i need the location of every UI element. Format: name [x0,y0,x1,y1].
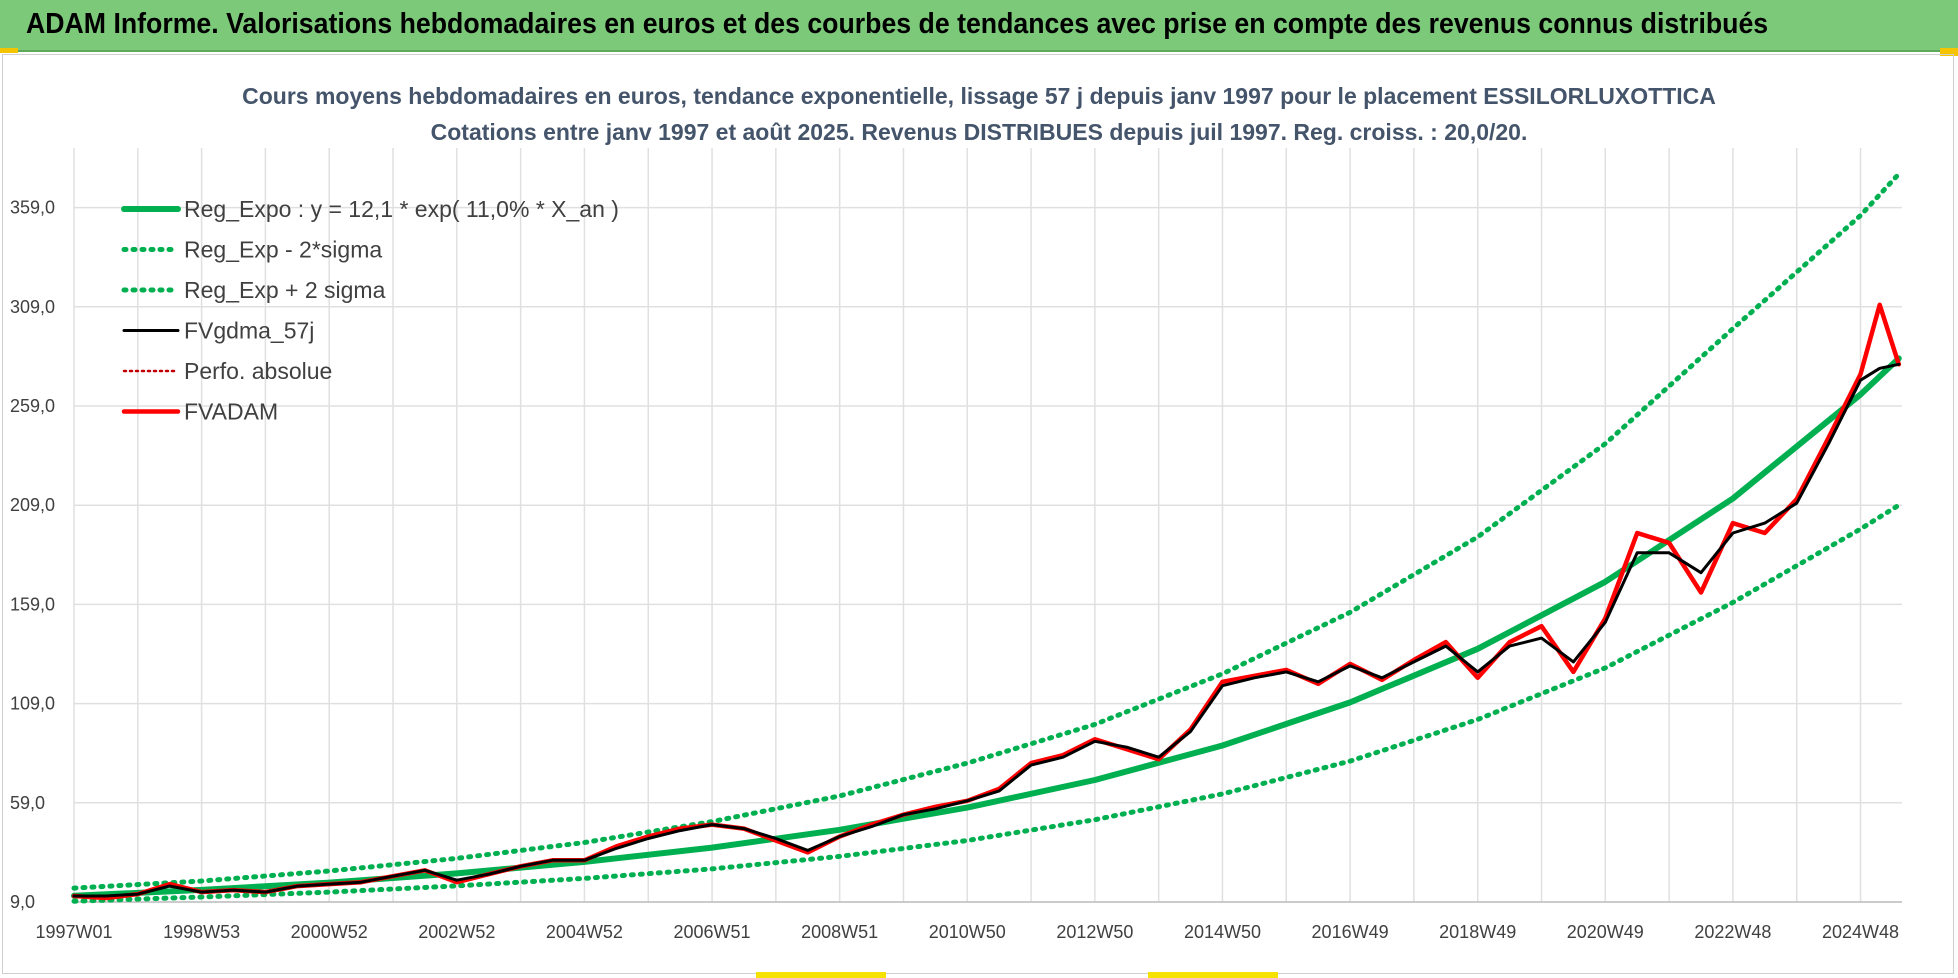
series-line [72,362,1901,898]
x-tick-label: 2006W51 [674,922,751,942]
y-tick-label: 59,0 [10,793,45,813]
x-tick-label: 2022W48 [1694,922,1771,942]
series-line [71,302,1902,901]
x-tick-label: 2024W48 [1822,922,1899,942]
y-tick-label: 9,0 [10,892,35,912]
bottom-marker-right [1148,972,1278,978]
corner-marker-right [1940,48,1958,56]
y-axis: 9,0 59,0 109,0 159,0 209,0 259,0 309,0 359,0 [10,198,55,912]
legend-label: Reg_Exp - 2*sigma [184,237,382,263]
series-line [71,355,1902,899]
y-tick-label: 159,0 [10,594,55,614]
x-tick-label: 2002W52 [418,922,495,942]
x-tick-label: 2014W50 [1184,922,1261,942]
x-tick-label: 2020W49 [1567,922,1644,942]
banner-title: ADAM Informe. Valorisations hebdomadaire… [26,8,1769,40]
chart-frame [2,54,1954,974]
y-tick-label: 209,0 [10,495,55,515]
x-tick-label: 2004W52 [546,922,623,942]
series-line [71,171,1902,891]
x-tick-label: 2018W49 [1439,922,1516,942]
legend-label: FVADAM [184,399,278,425]
y-tick-label: 259,0 [10,396,55,416]
series-line [71,502,1902,904]
x-tick-label: 2008W51 [801,922,878,942]
legend-label: Reg_Expo : y = 12,1 * exp( 11,0% * X_an … [184,196,619,222]
x-tick-label: 2000W52 [291,922,368,942]
chart-title: Cours moyens hebdomadaires en euros, ten… [242,83,1716,109]
y-tick-label: 359,0 [10,198,55,218]
x-tick-label: 2016W49 [1312,922,1389,942]
y-tick-label: 309,0 [10,297,55,317]
x-tick-label: 1997W01 [35,922,112,942]
y-tick-label: 109,0 [10,694,55,714]
series-group [71,171,1902,904]
chart-subtitle: Cotations entre janv 1997 et août 2025. … [431,119,1528,145]
legend-label: Perfo. absolue [184,358,332,384]
grid [73,148,1902,903]
legend: Reg_Expo : y = 12,1 * exp( 11,0% * X_an … [121,196,619,425]
bottom-marker-left [756,972,886,978]
x-tick-label: 2012W50 [1056,922,1133,942]
x-tick-label: 1998W53 [163,922,240,942]
series-line [72,303,1901,900]
x-axis: 1997W01 1998W53 2000W52 2002W52 2004W52 2006W… [35,922,1899,942]
corner-marker-left [0,48,18,53]
x-tick-label: 2010W50 [929,922,1006,942]
legend-label: FVgdma_57j [184,318,314,344]
header-banner: ADAM Informe. Valorisations hebdomadaire… [0,0,1958,52]
legend-label: Reg_Exp + 2 sigma [184,277,386,303]
